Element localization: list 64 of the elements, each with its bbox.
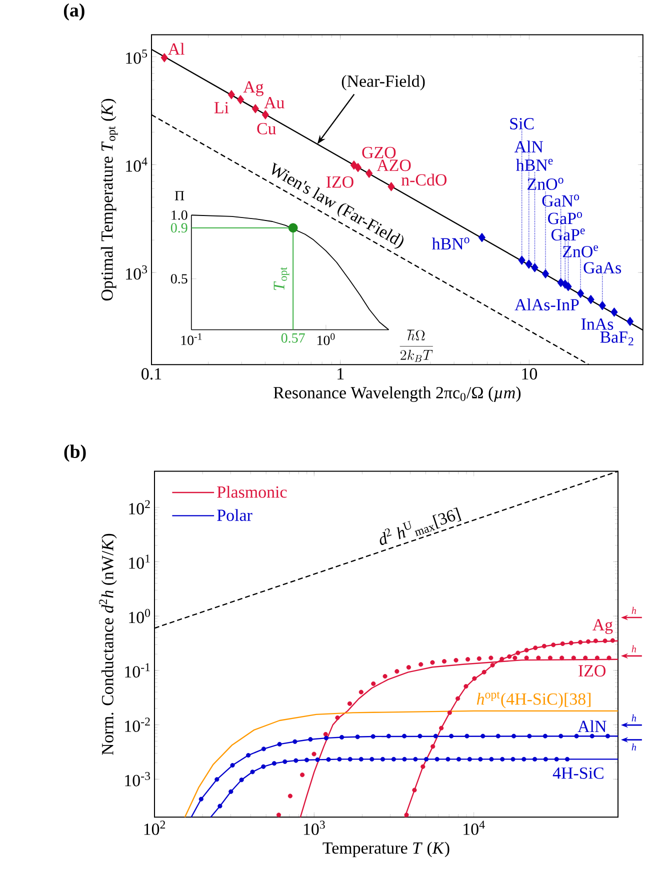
annotation: Li	[214, 102, 229, 114]
y-axis-title: Π	[174, 191, 184, 200]
annotation: Ag	[243, 81, 264, 96]
annotation: (Near-Field)	[342, 74, 425, 90]
y-tick-label: 10$^{1}$	[129, 554, 150, 569]
y-tick-label: 0.5	[170, 274, 188, 284]
x-axis-title: Temperature T (K)	[322, 842, 450, 858]
annotation: hBN$^{e}$	[516, 158, 553, 171]
x-tick-label: 0.57	[281, 333, 305, 343]
y-tick-label: 0.9	[170, 223, 188, 233]
annotation: GaN$^{o}$	[542, 194, 580, 207]
annotation: ZnO$^{o}$	[528, 178, 564, 190]
x-tick-label: 1	[338, 368, 344, 380]
ref-line-label: h	[632, 645, 636, 652]
x-tick-label: 10$^{4}$	[464, 820, 485, 835]
y-tick-label: 10$^{-2}$	[125, 718, 150, 732]
annotation: Ag	[592, 619, 613, 634]
ref-line-label: h	[632, 743, 636, 750]
legend-label: Plasmonic	[217, 486, 287, 498]
x-tick-label: 10$^{-1}$	[181, 333, 202, 346]
annotation: AlN	[514, 140, 544, 152]
y-tick-label: 10$^{3}$	[126, 265, 148, 280]
annotation: InAs	[581, 318, 614, 330]
annotation: ZnO$^{e}$	[562, 245, 598, 258]
annotation: AZO	[376, 160, 411, 172]
y-tick-label: 10$^{-1}$	[125, 663, 150, 678]
annotation: GaP$^{e}$	[552, 228, 585, 241]
annotation: d$^{2}$ h$^{U}$$_{max}$[36]	[380, 507, 462, 546]
annotation: AlN	[578, 720, 606, 732]
ref-line-label: T$_{opt}$	[274, 267, 290, 290]
annotation: Au	[264, 97, 284, 108]
y-tick-label: 10$^{5}$	[126, 50, 148, 64]
x-axis-title: Resonance Wavelength 2πc$_{0}$/Ω (µm)	[274, 386, 521, 402]
annotation: IZO	[326, 176, 354, 188]
x-tick-label: 0.1	[142, 368, 162, 380]
x-tick-label: 10$^{2}$	[144, 820, 166, 835]
annotation: Cu	[257, 122, 276, 134]
y-tick-label: 10$^{0}$	[129, 608, 150, 624]
x-tick-label: 10$^{0}$	[318, 333, 335, 346]
y-tick-label: 10$^{-3}$	[125, 772, 150, 786]
x-tick-label: 10	[522, 368, 538, 380]
annotation: n-CdO	[402, 174, 447, 186]
y-tick-label: 1.0	[172, 210, 188, 220]
annotation: AlAs-InP	[514, 298, 579, 310]
annotation: 4H-SiC	[552, 767, 604, 779]
legend-label: Polar	[217, 509, 252, 522]
annotation: hBN$^{o}$	[432, 238, 470, 250]
annotation: IZO	[578, 665, 606, 677]
annotation: h$^{opt}$(4H-SiC)[38]	[476, 692, 591, 708]
y-axis-title: Optimal Temperature T$_{opt}$ (K)	[100, 98, 118, 300]
x-axis-title: $\frac{\hbar\Omega}{2k_BT}$	[400, 330, 433, 362]
y-tick-label: 10$^{4}$	[126, 158, 148, 172]
annotation: GZO	[362, 146, 396, 158]
annotation: Al	[168, 42, 185, 55]
y-tick-label: 10$^{2}$	[129, 500, 150, 514]
annotation: GaP$^{o}$	[548, 212, 582, 224]
ref-line-label: h	[632, 606, 636, 614]
ref-line-label: h	[632, 714, 636, 722]
chart-title: (b)	[64, 444, 86, 462]
annotation: SiC	[510, 118, 534, 130]
annotation: GaAs	[584, 262, 622, 274]
annotation: BaF$_{2}$	[600, 332, 634, 346]
x-tick-label: 10$^{3}$	[304, 820, 325, 835]
chart-title: (a)	[64, 3, 84, 20]
